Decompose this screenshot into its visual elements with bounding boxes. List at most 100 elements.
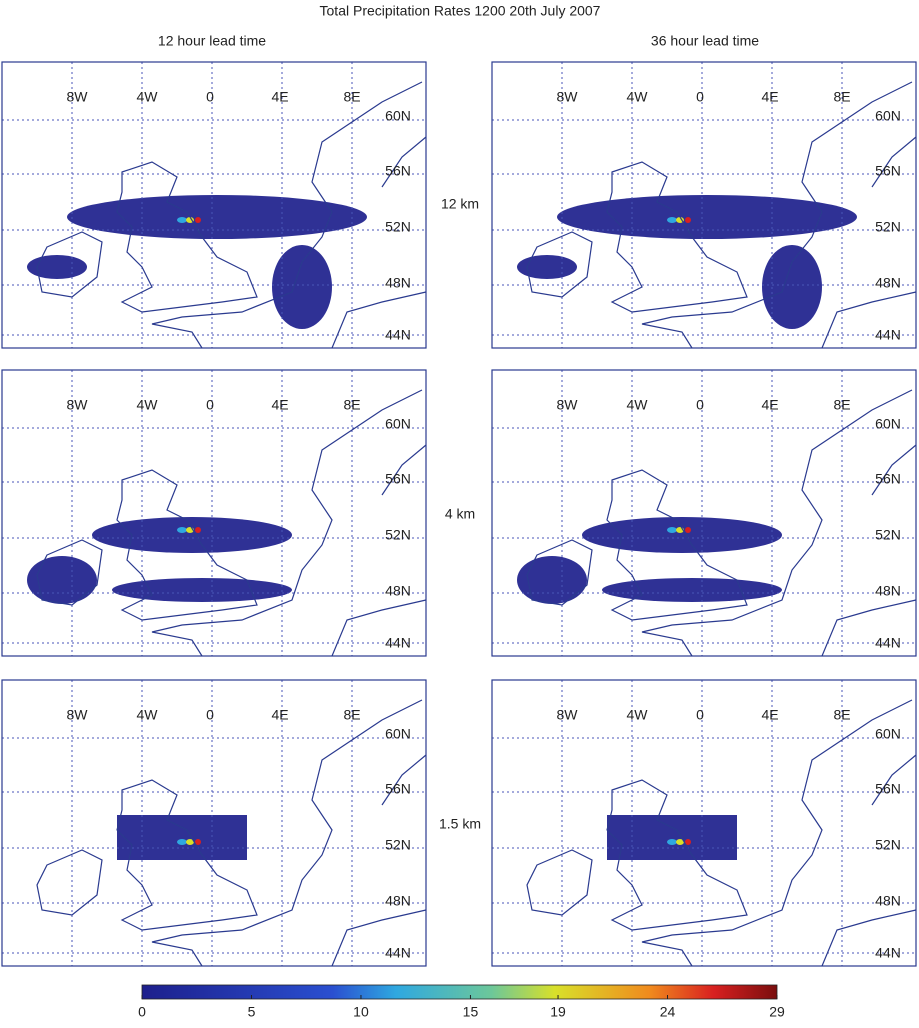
coastline: [641, 389, 913, 657]
latitude-label: 52N: [385, 219, 411, 235]
colorbar-tick-label: 5: [248, 1004, 256, 1020]
longitude-label: 4W: [137, 707, 159, 723]
longitude-label: 8W: [67, 89, 89, 105]
latitude-label: 52N: [385, 837, 411, 853]
precipitation-peak: [676, 217, 684, 223]
latitude-label: 48N: [385, 275, 411, 291]
coastline: [526, 231, 593, 298]
precipitation-peak: [186, 839, 194, 845]
latitude-label: 44N: [385, 945, 411, 961]
latitude-label: 56N: [875, 781, 901, 797]
colorbar-tick-label: 24: [660, 1004, 676, 1020]
coastline: [151, 699, 423, 967]
panel-frame: [1, 61, 427, 349]
latitude-label: 48N: [875, 583, 901, 599]
row-label: 12 km: [441, 196, 479, 212]
precipitation-field: [557, 195, 857, 239]
precipitation-peak: [195, 217, 201, 223]
precipitation-peak: [676, 839, 684, 845]
longitude-label: 4E: [761, 707, 778, 723]
panel-frame: [491, 61, 917, 349]
coastline: [151, 389, 423, 657]
longitude-label: 4W: [627, 707, 649, 723]
coastline: [331, 291, 427, 349]
colorbar: [141, 984, 778, 1000]
colorbar-tick-label: 29: [769, 1004, 785, 1020]
longitude-label: 8E: [343, 89, 360, 105]
longitude-label: 0: [696, 707, 704, 723]
precipitation-field: [92, 517, 292, 553]
coastline: [331, 909, 427, 967]
latitude-label: 44N: [875, 945, 901, 961]
colorbar-tick-label: 0: [138, 1004, 146, 1020]
precipitation-field: [517, 255, 577, 279]
coastline: [381, 444, 427, 496]
longitude-label: 8W: [67, 397, 89, 413]
precipitation-field: [607, 815, 737, 860]
latitude-label: 60N: [385, 416, 411, 432]
longitude-label: 4E: [271, 397, 288, 413]
latitude-label: 56N: [875, 163, 901, 179]
longitude-label: 8E: [833, 397, 850, 413]
longitude-label: 8E: [343, 397, 360, 413]
precipitation-peak: [685, 527, 691, 533]
latitude-label: 44N: [875, 635, 901, 651]
precipitation-peak: [685, 839, 691, 845]
coastline: [36, 539, 103, 606]
longitude-label: 8W: [557, 397, 579, 413]
coastline: [606, 779, 748, 931]
precipitation-field: [582, 517, 782, 553]
coastline: [116, 779, 258, 931]
longitude-label: 0: [696, 397, 704, 413]
coastline: [526, 849, 593, 916]
colorbar-tick-label: 15: [463, 1004, 479, 1020]
coastline: [526, 539, 593, 606]
precipitation-peak: [667, 527, 677, 533]
coastline: [381, 754, 427, 806]
latitude-label: 52N: [875, 527, 901, 543]
longitude-label: 8E: [833, 707, 850, 723]
coastline: [36, 849, 103, 916]
precipitation-peak: [195, 527, 201, 533]
coastline: [871, 136, 917, 188]
coastline: [606, 161, 748, 313]
latitude-label: 60N: [385, 108, 411, 124]
figure-title: Total Precipitation Rates 1200 20th July…: [320, 3, 601, 19]
coastline: [381, 136, 427, 188]
row-label: 4 km: [445, 506, 475, 522]
latitude-label: 56N: [875, 471, 901, 487]
panel-frame: [1, 369, 427, 657]
precipitation-field: [117, 815, 247, 860]
longitude-label: 8W: [557, 707, 579, 723]
precipitation-field: [67, 195, 367, 239]
precipitation-field: [112, 578, 292, 602]
panel-frame: [491, 679, 917, 967]
map-panel: 8W 4W 0 4E 8E 60N 56N 52N 48N 44N: [1, 369, 427, 657]
coastline: [606, 469, 748, 621]
longitude-label: 0: [206, 707, 214, 723]
precipitation-peak: [177, 839, 187, 845]
coastline: [871, 444, 917, 496]
longitude-label: 8E: [833, 89, 850, 105]
coastline: [641, 699, 913, 967]
map-panel: 8W 4W 0 4E 8E 60N 56N 52N 48N 44N: [491, 369, 917, 657]
precipitation-peak: [177, 217, 187, 223]
longitude-label: 8E: [343, 707, 360, 723]
latitude-label: 48N: [385, 893, 411, 909]
longitude-label: 8W: [557, 89, 579, 105]
map-panel: 8W 4W 0 4E 8E 60N 56N 52N 48N 44N: [1, 61, 427, 349]
latitude-label: 60N: [875, 108, 901, 124]
latitude-label: 48N: [385, 583, 411, 599]
coastline: [116, 161, 258, 313]
column-title: 12 hour lead time: [158, 33, 266, 49]
precipitation-field: [272, 245, 332, 329]
longitude-label: 0: [696, 89, 704, 105]
longitude-label: 0: [206, 89, 214, 105]
column-title: 36 hour lead time: [651, 33, 759, 49]
panel-frame: [491, 369, 917, 657]
latitude-label: 60N: [385, 726, 411, 742]
latitude-label: 56N: [385, 163, 411, 179]
longitude-label: 4W: [137, 397, 159, 413]
latitude-label: 48N: [875, 275, 901, 291]
